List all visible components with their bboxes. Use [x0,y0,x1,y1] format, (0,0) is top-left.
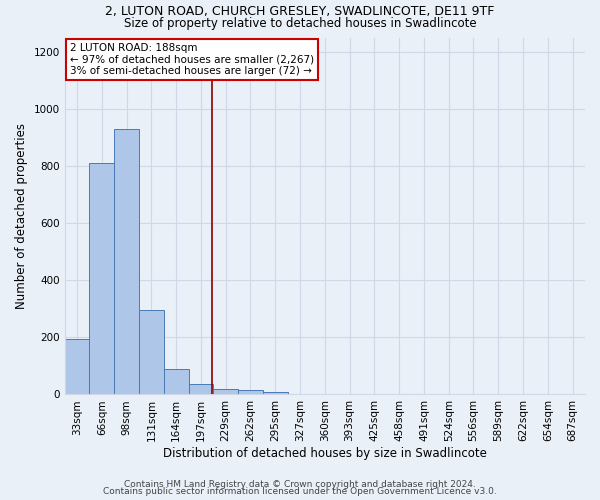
Bar [89,163,114,394]
Bar [188,384,214,394]
X-axis label: Distribution of detached houses by size in Swadlincote: Distribution of detached houses by size … [163,447,487,460]
Text: 2 LUTON ROAD: 188sqm
← 97% of detached houses are smaller (2,267)
3% of semi-det: 2 LUTON ROAD: 188sqm ← 97% of detached h… [70,43,314,76]
Y-axis label: Number of detached properties: Number of detached properties [15,123,28,309]
Bar [263,392,287,394]
Bar [164,370,188,394]
Text: Contains HM Land Registry data © Crown copyright and database right 2024.: Contains HM Land Registry data © Crown c… [124,480,476,489]
Text: Size of property relative to detached houses in Swadlincote: Size of property relative to detached ho… [124,18,476,30]
Bar [238,390,263,394]
Text: 2, LUTON ROAD, CHURCH GRESLEY, SWADLINCOTE, DE11 9TF: 2, LUTON ROAD, CHURCH GRESLEY, SWADLINCO… [106,5,494,18]
Bar [65,339,89,394]
Text: Contains public sector information licensed under the Open Government Licence v3: Contains public sector information licen… [103,487,497,496]
Bar [214,388,238,394]
Bar [114,129,139,394]
Bar [139,310,164,394]
